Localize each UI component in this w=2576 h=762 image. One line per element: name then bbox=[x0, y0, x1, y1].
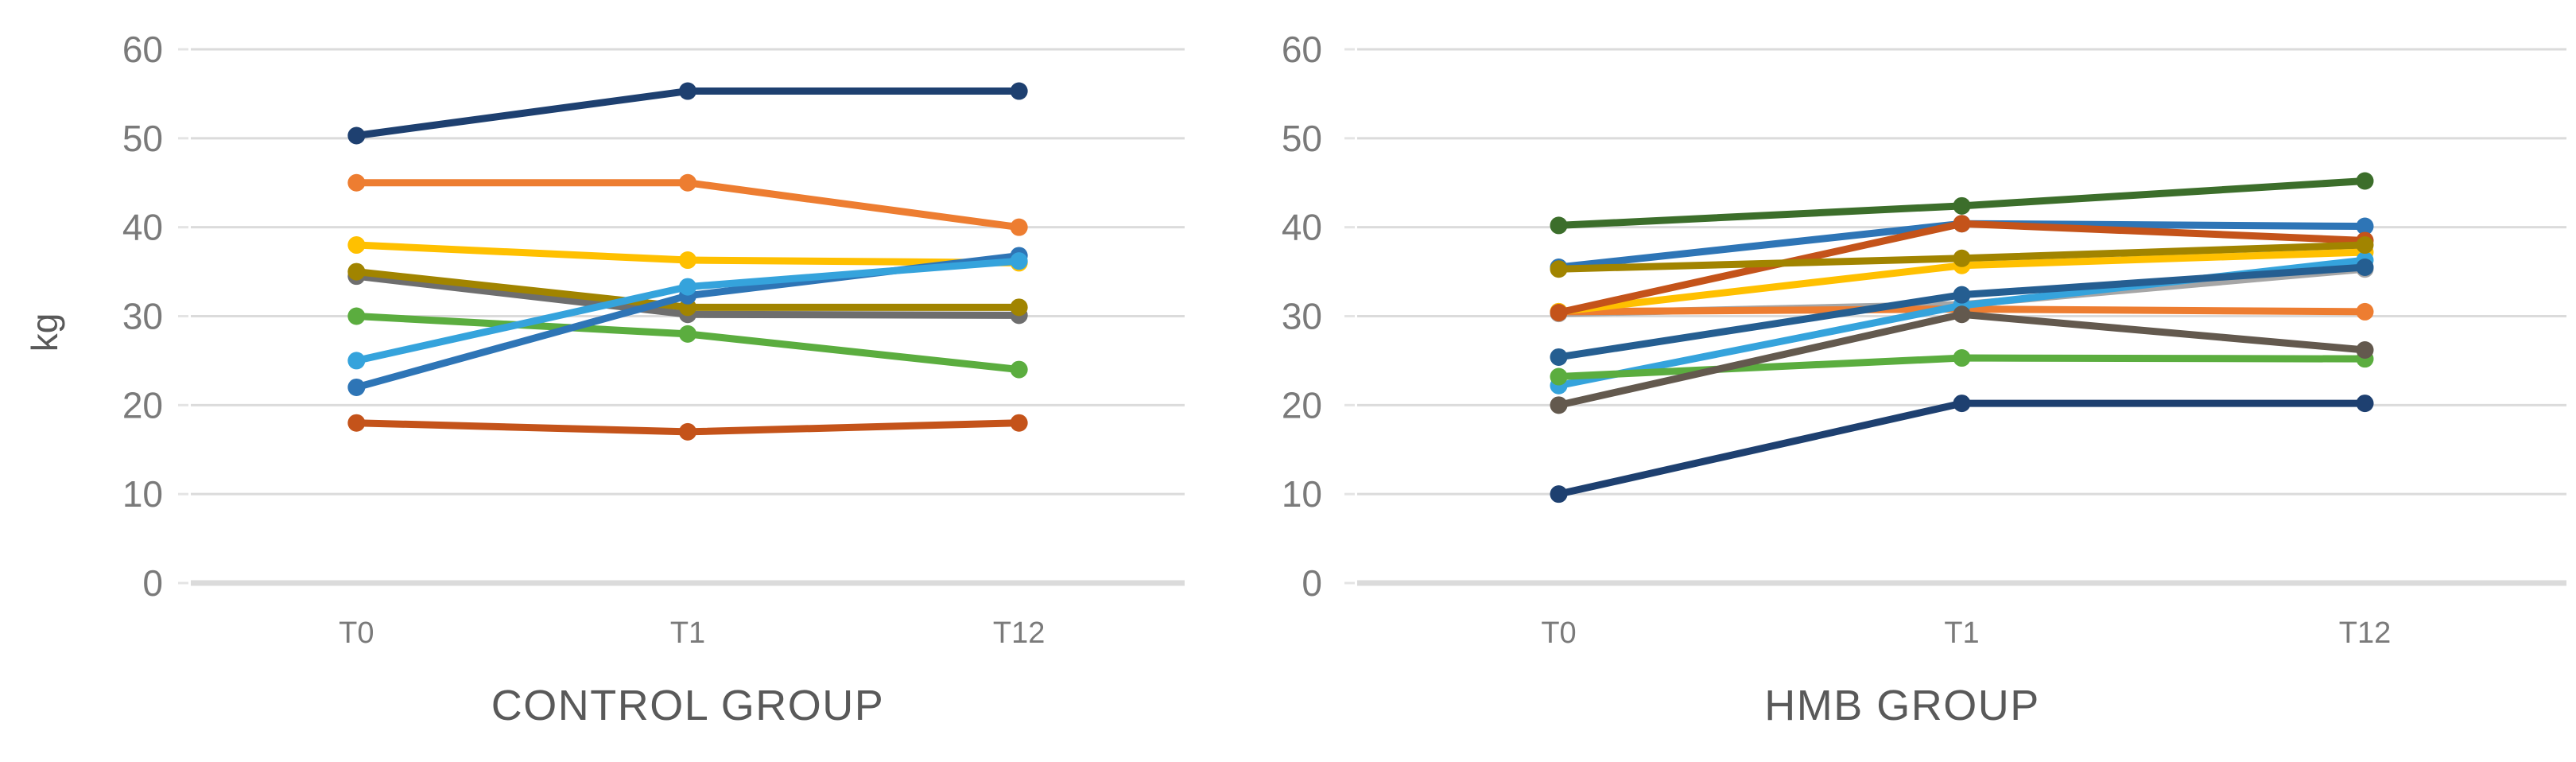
marker-subject-taupe-T1 bbox=[1953, 305, 1971, 324]
y-tick-label-40: 40 bbox=[1282, 207, 1322, 248]
x-tick-label-T0: T0 bbox=[1541, 616, 1576, 650]
marker-subject-dark-green-T1 bbox=[1953, 196, 1971, 215]
marker-subject-rust-T0 bbox=[1550, 304, 1568, 322]
chart-title-hmb-group: HMB GROUP bbox=[1764, 682, 2040, 729]
marker-subject-olive-T0 bbox=[347, 262, 366, 281]
marker-subject-green-T12 bbox=[1010, 360, 1028, 379]
x-tick-label-T0: T0 bbox=[339, 616, 374, 650]
marker-subject-rust-T1 bbox=[1953, 215, 1971, 233]
marker-subject-steel-blue-T12 bbox=[2356, 258, 2374, 276]
y-axis-title: kg bbox=[24, 313, 65, 352]
y-tick-label-0: 0 bbox=[1302, 562, 1322, 604]
marker-subject-dark-green-T12 bbox=[2356, 172, 2374, 190]
y-tick-label-50: 50 bbox=[122, 118, 163, 159]
marker-subject-olive-T12 bbox=[2356, 236, 2374, 255]
x-tick-label-T12: T12 bbox=[993, 616, 1045, 650]
marker-subject-taupe-T12 bbox=[2356, 340, 2374, 359]
x-tick-label-T12: T12 bbox=[2339, 616, 2391, 650]
marker-subject-olive-T0 bbox=[1550, 260, 1568, 278]
y-tick-label-50: 50 bbox=[1282, 118, 1322, 159]
marker-subject-steel-blue-T1 bbox=[1953, 286, 1971, 304]
marker-subject-rust-T12 bbox=[1010, 414, 1028, 432]
marker-subject-navy-T0 bbox=[347, 126, 366, 145]
x-tick-label-T1: T1 bbox=[1944, 616, 1979, 650]
x-tick-label-T1: T1 bbox=[670, 616, 705, 650]
marker-subject-green-T0 bbox=[347, 307, 366, 325]
marker-subject-navy-T1 bbox=[1953, 395, 1971, 413]
y-tick-label-20: 20 bbox=[1282, 384, 1322, 426]
marker-subject-olive-T12 bbox=[1010, 298, 1028, 317]
marker-subject-sky-blue-T1 bbox=[679, 278, 696, 296]
y-tick-label-10: 10 bbox=[122, 473, 163, 515]
marker-subject-steel-blue-T0 bbox=[1550, 348, 1568, 366]
y-tick-label-60: 60 bbox=[1282, 29, 1322, 70]
marker-subject-sky-blue-T12 bbox=[1010, 252, 1028, 270]
marker-subject-navy-T12 bbox=[2356, 395, 2374, 413]
marker-subject-royal-blue-T0 bbox=[347, 378, 366, 396]
marker-subject-rust-T0 bbox=[347, 414, 366, 432]
marker-subject-sky-blue-T0 bbox=[347, 352, 366, 370]
series-line-subject-navy bbox=[1555, 399, 2368, 498]
y-tick-label-40: 40 bbox=[122, 207, 163, 248]
marker-subject-green-T1 bbox=[679, 325, 696, 343]
chart-title-control-group: CONTROL GROUP bbox=[491, 682, 885, 729]
y-tick-label-30: 30 bbox=[1282, 296, 1322, 337]
marker-subject-navy-T0 bbox=[1550, 485, 1568, 503]
marker-subject-rust-T1 bbox=[679, 422, 696, 441]
y-tick-label-30: 30 bbox=[122, 296, 163, 337]
marker-subject-gold-T1 bbox=[679, 251, 696, 270]
marker-subject-navy-T12 bbox=[1010, 82, 1028, 100]
marker-subject-dark-green-T0 bbox=[1550, 216, 1568, 235]
marker-subject-orange-T0 bbox=[347, 173, 366, 192]
y-tick-label-10: 10 bbox=[1282, 473, 1322, 515]
marker-subject-royal-blue-T12 bbox=[2356, 217, 2374, 235]
y-tick-label-20: 20 bbox=[122, 384, 163, 426]
marker-subject-navy-T1 bbox=[679, 82, 696, 100]
marker-subject-green-T0 bbox=[1550, 367, 1568, 386]
y-tick-label-60: 60 bbox=[122, 29, 163, 70]
marker-subject-orange-T12 bbox=[1010, 218, 1028, 236]
y-tick-label-0: 0 bbox=[142, 562, 163, 604]
marker-subject-taupe-T0 bbox=[1550, 396, 1568, 414]
marker-subject-orange-T12 bbox=[2356, 302, 2374, 321]
marker-subject-green-T1 bbox=[1953, 349, 1971, 367]
marker-subject-gold-T0 bbox=[347, 236, 366, 255]
marker-subject-orange-T1 bbox=[679, 173, 696, 192]
marker-subject-olive-T1 bbox=[1953, 249, 1971, 267]
